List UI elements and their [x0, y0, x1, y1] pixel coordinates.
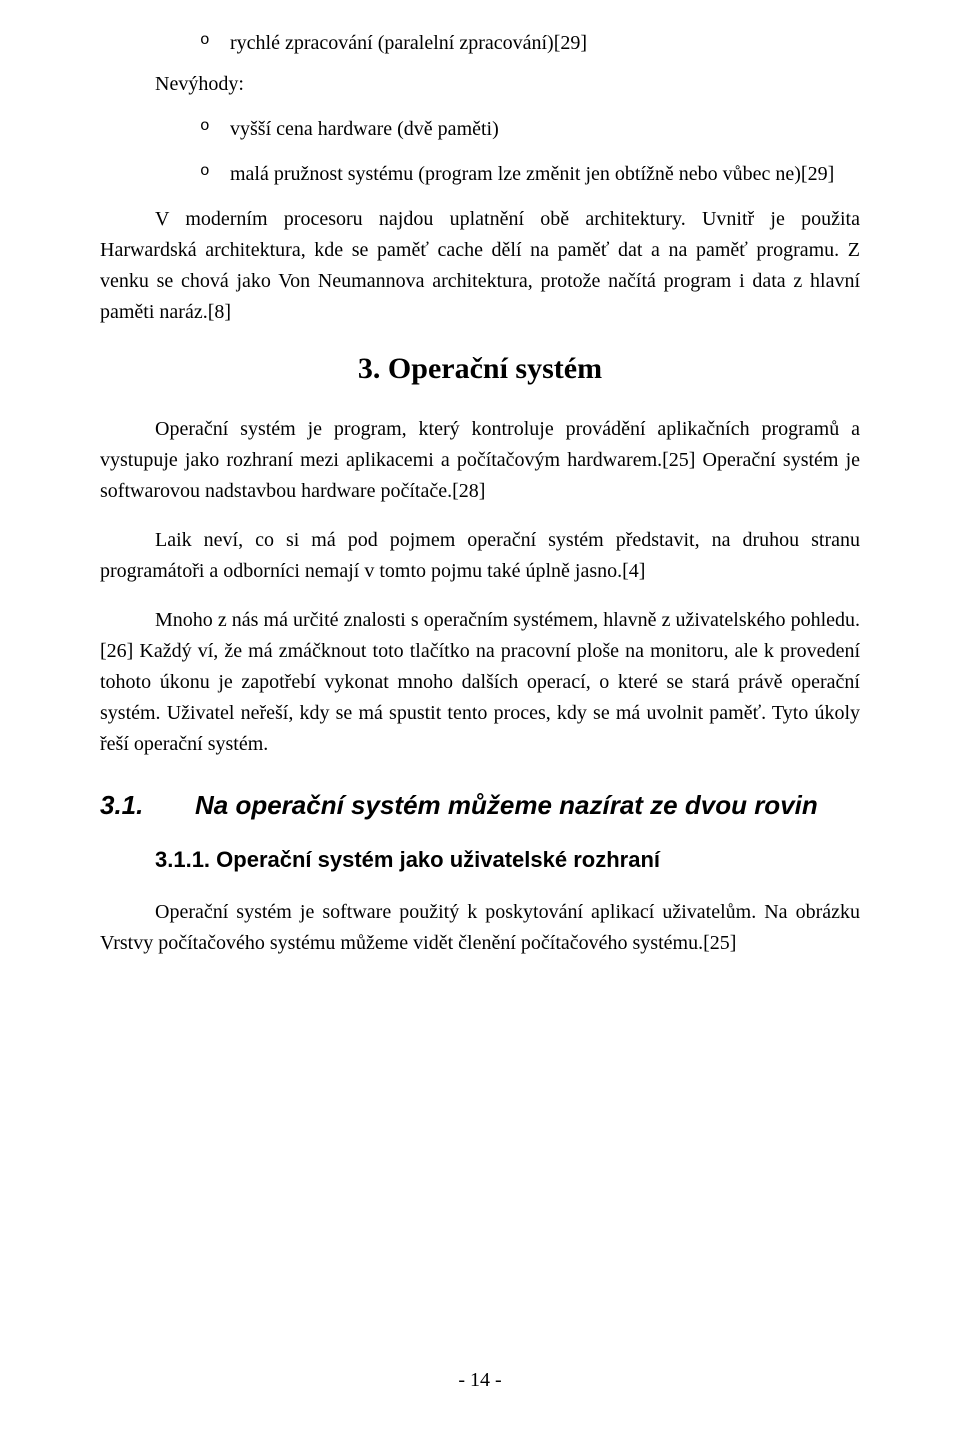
- section-heading-os: 3. Operační systém: [100, 352, 860, 386]
- page: rychlé zpracování (paralelní zpracování)…: [0, 0, 960, 1448]
- disadvantages-list: vyšší cena hardware (dvě paměti) malá pr…: [200, 114, 860, 190]
- list-item: vyšší cena hardware (dvě paměti): [200, 114, 860, 145]
- paragraph-architecture: V moderním procesoru najdou uplatnění ob…: [100, 204, 860, 328]
- heading-text: Na operační systém můžeme nazírat ze dvo…: [195, 790, 818, 820]
- paragraph-os-2: Laik neví, co si má pod pojmem operační …: [100, 525, 860, 587]
- paragraph-ui: Operační systém je software použitý k po…: [100, 897, 860, 959]
- paragraph-os-3: Mnoho z nás má určité znalosti s operačn…: [100, 605, 860, 760]
- disadvantages-heading: Nevýhody:: [155, 73, 860, 96]
- list-item: malá pružnost systému (program lze změni…: [200, 159, 860, 190]
- list-item: rychlé zpracování (paralelní zpracování)…: [200, 28, 860, 59]
- advantages-list: rychlé zpracování (paralelní zpracování)…: [200, 28, 860, 59]
- heading-number: 3.1.: [100, 790, 195, 821]
- subsubsection-heading-3-1-1: 3.1.1. Operační systém jako uživatelské …: [155, 847, 860, 873]
- page-number: - 14 -: [0, 1369, 960, 1392]
- subsection-heading-3-1: 3.1.Na operační systém můžeme nazírat ze…: [100, 790, 860, 821]
- paragraph-os-1: Operační systém je program, který kontro…: [100, 414, 860, 507]
